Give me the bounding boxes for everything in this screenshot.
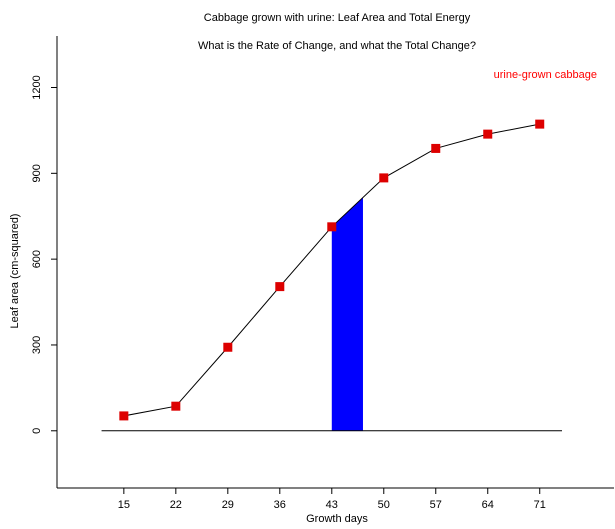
x-tick-label: 15 <box>118 499 130 511</box>
x-tick-label: 64 <box>482 499 494 511</box>
data-point <box>535 119 545 129</box>
y-tick-label: 900 <box>31 164 43 182</box>
y-tick-label: 0 <box>31 428 43 434</box>
data-point <box>483 129 493 139</box>
x-tick-label: 71 <box>534 499 546 511</box>
x-tick-label: 22 <box>170 499 182 511</box>
data-point <box>223 342 233 352</box>
chart-subtitle: What is the Rate of Change, and what the… <box>198 40 476 52</box>
data-point <box>431 143 441 153</box>
x-tick-label: 57 <box>430 499 442 511</box>
chart-title: Cabbage grown with urine: Leaf Area and … <box>204 12 471 24</box>
x-tick-label: 29 <box>222 499 234 511</box>
x-tick-label: 50 <box>378 499 390 511</box>
data-point <box>379 173 389 183</box>
data-point <box>275 282 285 292</box>
x-axis-label: Growth days <box>306 513 368 525</box>
y-tick-label: 600 <box>31 250 43 268</box>
shaded-area <box>331 197 363 431</box>
y-axis-label: Leaf area (cm-squared) <box>9 214 21 329</box>
legend-label: urine-grown cabbage <box>494 69 597 81</box>
y-tick-label: 1200 <box>31 75 43 99</box>
x-tick-label: 36 <box>274 499 286 511</box>
data-point <box>171 401 181 411</box>
axes: 15 22 29 36 43 50 57 64 71 0 300 600 900 1200 <box>31 36 614 511</box>
x-tick-label: 43 <box>326 499 338 511</box>
y-tick-label: 300 <box>31 336 43 354</box>
data-point <box>327 222 337 232</box>
data-point <box>119 411 129 421</box>
plot-area <box>101 119 563 432</box>
